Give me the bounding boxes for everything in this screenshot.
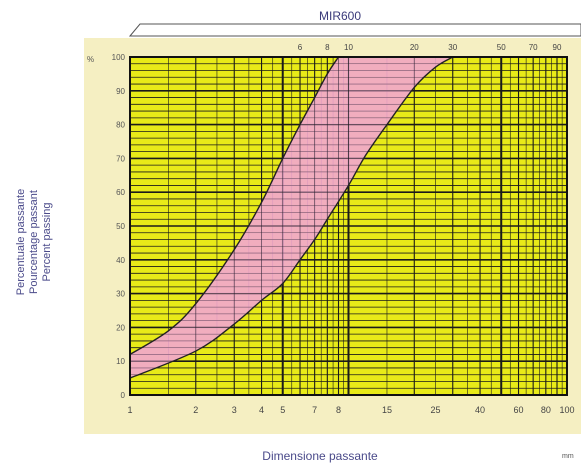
y-tick-label: 60 [116,188,125,197]
x-axis-label: Dimensione passante [262,449,378,463]
plot-border [129,56,568,396]
x-tick-label: 3 [232,405,237,415]
y-axis-label-it: Percentuale passante [15,189,27,295]
y-axis-label-fr: Pourcentage passant [28,190,40,294]
y-tick-label: 70 [116,154,125,163]
x-unit-label: mm [562,453,574,460]
y-tick-label: 0 [121,391,126,400]
x-tick-label: 80 [541,405,551,415]
top-tick-label: 10 [344,43,353,52]
y-tick-label: 90 [116,87,125,96]
y-tick-label: 10 [116,357,125,366]
y-tick-label: 30 [116,290,125,299]
y-unit-label: % [87,55,94,64]
x-tick-label: 8 [336,405,341,415]
top-tick-label: 6 [298,43,303,52]
y-axis-label-en: Percent passing [41,203,53,282]
top-tick-label: 50 [497,43,506,52]
y-tick-labels: 0 10 20 30 40 50 60 70 80 90 100 [112,53,126,400]
x-tick-label: 7 [312,405,317,415]
x-tick-label: 5 [280,405,285,415]
x-tick-label: 15 [382,405,392,415]
x-tick-label: 25 [430,405,440,415]
chart-title: MIR600 [319,9,361,23]
x-tick-label: 1 [127,405,132,415]
x-tick-label: 2 [193,405,198,415]
top-tick-labels: 6 8 10 20 30 50 70 90 [298,43,562,52]
y-axis-label-group: Percentuale passante Pourcentage passant… [15,189,53,295]
lower-limit-curve [129,56,454,379]
grading-band [130,57,453,379]
x-tick-label: 60 [514,405,524,415]
y-tick-label: 80 [116,121,125,130]
top-tick-label: 8 [325,43,330,52]
y-tick-label: 40 [116,256,125,265]
upper-limit-curve [129,56,340,356]
y-tick-label: 50 [116,222,125,231]
y-tick-label: 100 [112,53,126,62]
top-tick-label: 20 [410,43,419,52]
top-tick-label: 90 [553,43,562,52]
top-scale-strip [128,23,581,37]
x-tick-labels: 1 2 3 4 5 7 8 15 25 40 60 80 100 [127,405,574,415]
y-tick-label: 20 [116,323,125,332]
top-tick-label: 30 [448,43,457,52]
top-tick-label: 70 [529,43,538,52]
x-tick-label: 4 [259,405,264,415]
x-tick-label: 100 [559,405,574,415]
x-tick-label: 40 [475,405,485,415]
